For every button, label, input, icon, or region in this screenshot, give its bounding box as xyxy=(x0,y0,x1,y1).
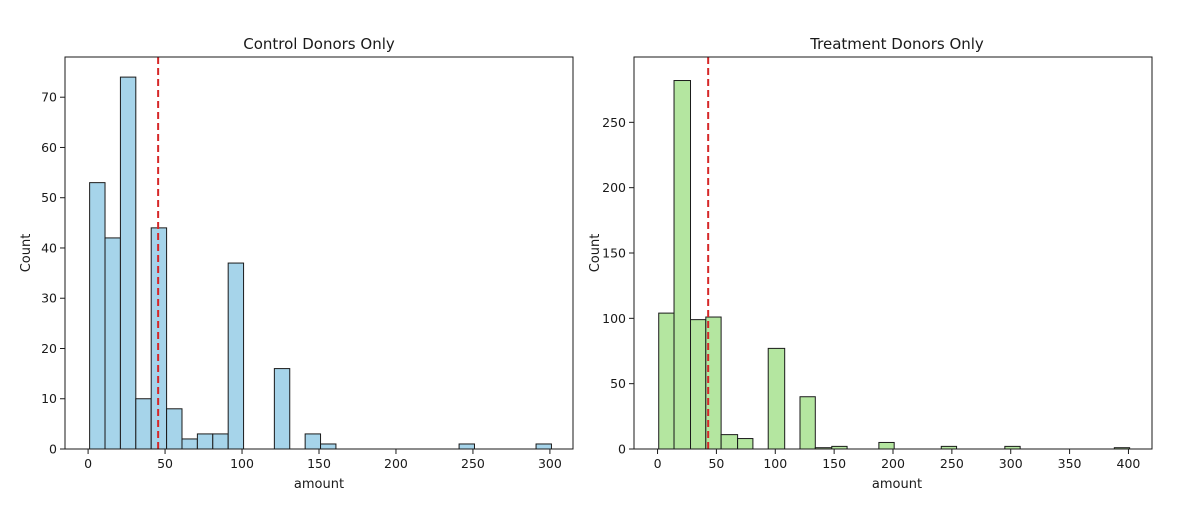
control-axes-frame xyxy=(64,56,574,450)
treatment-bars xyxy=(658,80,1131,450)
control-y-tick-label-1: 10 xyxy=(41,391,57,406)
treatment-x-tick-label-0: 0 xyxy=(654,456,662,471)
control-bar-7 xyxy=(196,433,214,450)
treatment-y-tick-label-2: 100 xyxy=(602,311,626,326)
control-bar-14 xyxy=(535,443,552,450)
control-x-tick-label-4: 200 xyxy=(384,456,408,471)
control-bar-13 xyxy=(458,443,475,450)
treatment-chart-title: Treatment Donors Only xyxy=(809,35,984,53)
control-bar-3 xyxy=(135,398,152,450)
treatment-y-axis-label: Count xyxy=(588,234,603,273)
treatment-bar-4 xyxy=(720,434,739,450)
treatment-y-tick-label-4: 200 xyxy=(602,180,626,195)
treatment-bar-1 xyxy=(673,80,692,450)
treatment-bar-6 xyxy=(767,347,786,450)
control-y-tick-label-5: 50 xyxy=(41,190,57,205)
control-bar-0 xyxy=(89,182,106,450)
treatment-bar-2 xyxy=(690,319,707,450)
treatment-bar-7 xyxy=(799,396,816,450)
treatment-y-tick-label-5: 250 xyxy=(602,115,626,130)
control-x-tick-label-5: 250 xyxy=(461,456,485,471)
treatment-x-tick-label-1: 50 xyxy=(708,456,724,471)
control-chart-title: Control Donors Only xyxy=(243,35,395,53)
control-bar-11 xyxy=(304,433,322,450)
control-bar-2 xyxy=(119,76,137,450)
control-x-tick-label-3: 150 xyxy=(307,456,331,471)
control-histogram-panel: Control Donors Only 0 50 100 150 200 250 300 0… xyxy=(19,35,574,492)
treatment-bar-10 xyxy=(878,441,895,450)
treatment-bar-5 xyxy=(737,438,754,450)
control-x-tick-label-6: 300 xyxy=(538,456,562,471)
control-bar-10 xyxy=(273,368,291,450)
treatment-x-tick-label-5: 250 xyxy=(940,456,964,471)
treatment-x-tick-label-6: 300 xyxy=(999,456,1023,471)
treatment-histogram-panel: Treatment Donors Only 0 50 100 150 200 250 300… xyxy=(588,35,1153,492)
control-x-tick-label-1: 50 xyxy=(157,456,173,471)
control-y-tick-label-2: 20 xyxy=(41,341,57,356)
control-y-tick-label-7: 70 xyxy=(41,90,57,105)
treatment-y-tick-label-0: 0 xyxy=(618,442,626,457)
control-bars xyxy=(89,76,552,450)
treatment-y-tick-label-1: 50 xyxy=(610,376,626,391)
control-bar-5 xyxy=(166,408,183,450)
control-y-tick-label-4: 40 xyxy=(41,240,57,255)
treatment-x-ticks: 0 50 100 150 200 250 300 350 400 xyxy=(654,449,1141,471)
control-bar-6 xyxy=(181,438,198,450)
treatment-x-tick-label-2: 100 xyxy=(763,456,787,471)
treatment-x-tick-label-7: 350 xyxy=(1058,456,1082,471)
control-y-tick-label-0: 0 xyxy=(49,442,57,457)
control-y-axis-label: Count xyxy=(19,234,34,273)
treatment-x-tick-label-3: 150 xyxy=(822,456,846,471)
treatment-x-tick-label-8: 400 xyxy=(1117,456,1141,471)
control-bar-1 xyxy=(104,237,121,450)
control-x-tick-label-0: 0 xyxy=(84,456,92,471)
control-y-ticks: 0 10 20 30 40 50 60 70 xyxy=(41,90,65,457)
treatment-bar-0 xyxy=(658,312,675,450)
control-y-tick-label-6: 60 xyxy=(41,140,57,155)
treatment-x-tick-label-4: 200 xyxy=(881,456,905,471)
control-bar-8 xyxy=(212,433,229,450)
treatment-x-axis-label: amount xyxy=(872,477,922,492)
treatment-y-tick-label-3: 150 xyxy=(602,246,626,261)
control-x-axis-label: amount xyxy=(294,477,344,492)
treatment-axes-frame xyxy=(633,56,1153,450)
control-bar-12 xyxy=(320,443,337,450)
control-x-tick-label-2: 100 xyxy=(230,456,254,471)
control-y-tick-label-3: 30 xyxy=(41,291,57,306)
control-x-ticks: 0 50 100 150 200 250 300 xyxy=(84,449,562,471)
treatment-y-ticks: 0 50 100 150 200 250 xyxy=(602,115,634,457)
control-bar-9 xyxy=(227,262,245,450)
